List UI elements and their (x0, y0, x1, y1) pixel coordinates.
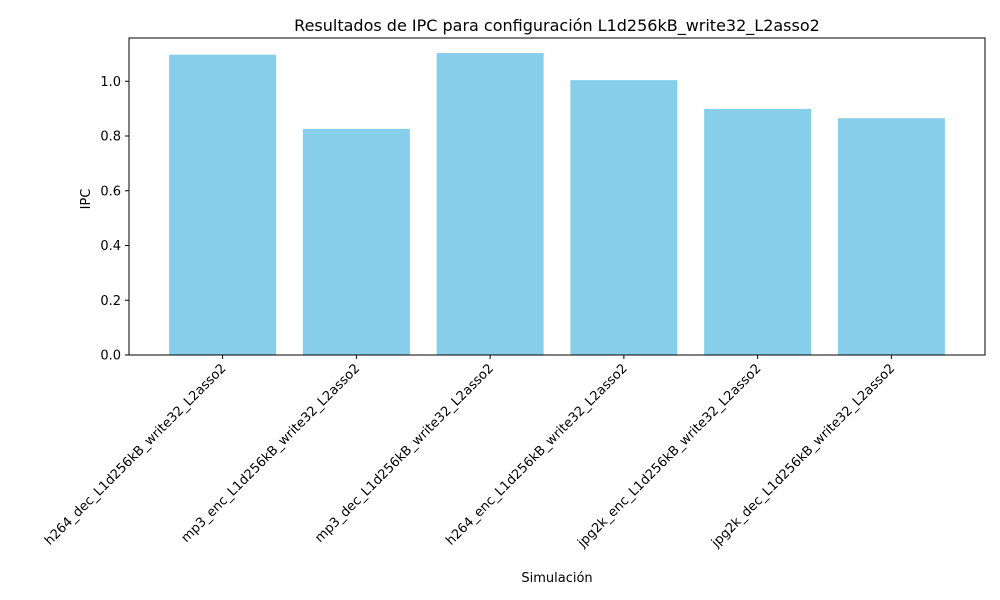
y-tick-label: 0.0 (100, 349, 121, 364)
bar-3 (436, 53, 544, 356)
bar-4 (570, 80, 678, 355)
y-axis-label: IPC (79, 189, 94, 210)
bar-1 (169, 54, 277, 355)
chart-title: Resultados de IPC para configuración L1d… (294, 16, 820, 36)
y-tick-label: 1.0 (100, 75, 121, 90)
plot-area: 0.00.20.40.60.81.0h264_dec_L1d256kB_writ… (42, 37, 986, 551)
y-tick-label: 0.6 (100, 184, 121, 199)
y-tick-label: 0.2 (100, 294, 121, 309)
bar-5 (704, 108, 812, 356)
bar-6 (837, 118, 945, 356)
y-tick-label: 0.4 (100, 239, 121, 254)
y-tick-label: 0.8 (100, 130, 121, 145)
bar-2 (302, 128, 410, 355)
x-axis-label: Simulación (521, 571, 592, 586)
axes-frame (128, 37, 986, 356)
